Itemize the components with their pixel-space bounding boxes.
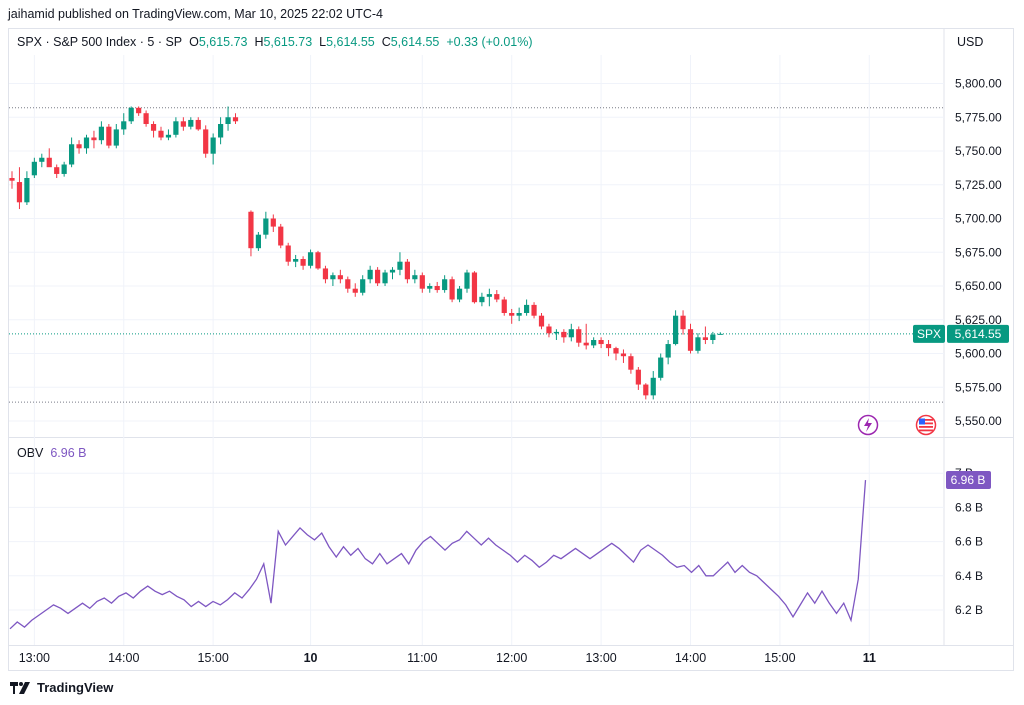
legend-open-label: O — [189, 35, 199, 49]
legend-symbol[interactable]: SPX · S&P 500 Index · 5 · SP — [17, 35, 183, 49]
tradingview-brand-text: TradingView — [37, 680, 114, 695]
legend-change: +0.33 (+0.01%) — [446, 35, 533, 49]
legend-high-value: 5,615.73 — [263, 35, 313, 49]
price-legend: SPX · S&P 500 Index · 5 · SP O5,615.73 H… — [17, 35, 533, 49]
published-by-text: jaihamid published on TradingView.com, M… — [8, 7, 383, 21]
legend-low-value: 5,614.55 — [326, 35, 375, 49]
obv-legend: OBV 6.96 B — [17, 446, 87, 460]
currency-label[interactable]: USD — [957, 35, 984, 49]
chart-frame — [8, 28, 1014, 671]
legend-open-value: 5,615.73 — [198, 35, 248, 49]
legend-close-label: C — [381, 35, 391, 49]
obv-legend-name[interactable]: OBV — [17, 446, 44, 460]
legend-close-value: 5,614.55 — [390, 35, 440, 49]
legend-low-label: L — [319, 35, 327, 49]
tradingview-logo[interactable]: TradingView — [10, 680, 113, 695]
obv-legend-value: 6.96 B — [50, 446, 87, 460]
tradingview-logo-icon — [10, 681, 30, 694]
legend-high-label: H — [254, 35, 264, 49]
